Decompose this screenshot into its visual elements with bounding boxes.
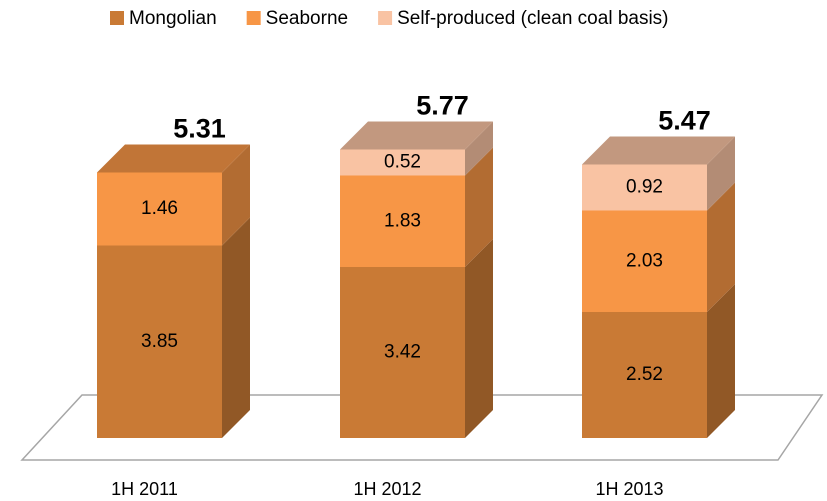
legend-swatch xyxy=(246,11,261,25)
data-label: 3.85 xyxy=(141,331,178,352)
bar-side xyxy=(465,147,493,267)
bar-top xyxy=(97,144,250,173)
data-label: 0.52 xyxy=(384,152,421,173)
bar xyxy=(582,210,707,312)
bar-top xyxy=(582,136,735,165)
legend-label: Seaborne xyxy=(266,8,348,29)
total-label: 5.31 xyxy=(173,114,226,144)
x-tick-label: 1H 2012 xyxy=(353,479,421,499)
legend-swatch xyxy=(110,11,124,25)
bar xyxy=(97,245,222,438)
bar-side xyxy=(465,121,493,176)
data-label: 3.42 xyxy=(384,342,421,363)
data-label: 1.46 xyxy=(141,198,178,219)
data-label: 1.83 xyxy=(384,210,421,231)
x-tick-label: 1H 2013 xyxy=(595,479,663,499)
bar xyxy=(97,172,222,246)
bar xyxy=(340,267,465,438)
bar-side xyxy=(222,217,250,438)
legend-label: Self-produced (clean coal basis) xyxy=(397,8,668,29)
total-label: 5.47 xyxy=(658,106,711,136)
bar-side xyxy=(707,284,735,438)
bar-side xyxy=(465,239,493,438)
total-label: 5.77 xyxy=(416,91,469,121)
bar xyxy=(340,149,465,176)
bar-top xyxy=(340,121,493,150)
bar xyxy=(582,312,707,438)
data-label: 0.92 xyxy=(626,177,663,198)
x-tick-label: 1H 2011 xyxy=(111,479,178,499)
bar xyxy=(582,164,707,211)
bar-side xyxy=(222,144,250,246)
bar-side xyxy=(707,182,735,312)
data-label: 2.52 xyxy=(626,364,663,385)
legend-label: Mongolian xyxy=(129,8,217,29)
bar xyxy=(340,175,465,267)
legend-swatch xyxy=(378,11,393,25)
bar-side xyxy=(707,136,735,211)
data-label: 2.03 xyxy=(626,250,663,271)
